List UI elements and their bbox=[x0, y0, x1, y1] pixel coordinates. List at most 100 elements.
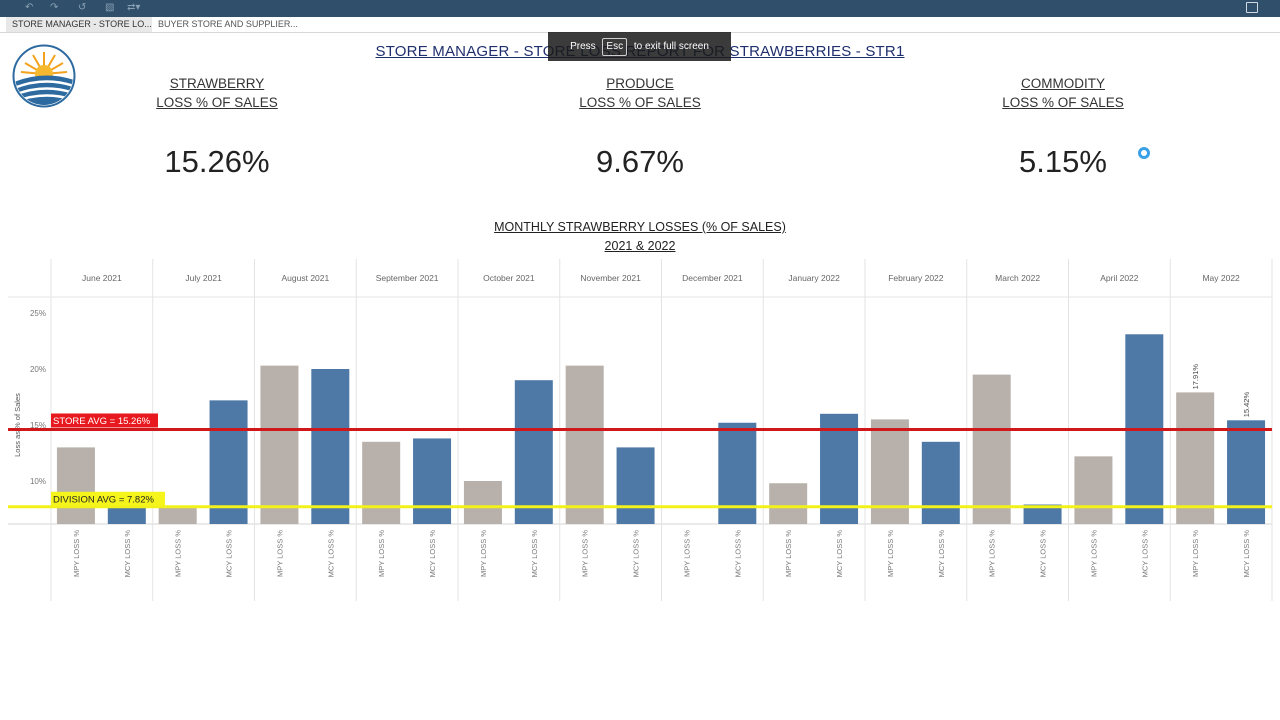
month-header: January 2022 bbox=[788, 273, 840, 283]
mouse-cursor-indicator bbox=[1138, 147, 1150, 159]
x-category-label: MCY LOSS % bbox=[530, 530, 539, 578]
x-category-label: MCY LOSS % bbox=[835, 530, 844, 578]
bar-mpy bbox=[972, 374, 1011, 524]
month-header: October 2021 bbox=[483, 273, 535, 283]
esc-key-badge: Esc bbox=[602, 38, 628, 56]
bar-mcy bbox=[209, 400, 248, 524]
x-category-label: MPY LOSS % bbox=[1191, 530, 1200, 577]
y-tick-label: 25% bbox=[30, 309, 46, 318]
x-category-label: MCY LOSS % bbox=[937, 530, 946, 578]
chart-title: MONTHLY STRAWBERRY LOSSES (% OF SALES) 2… bbox=[0, 218, 1280, 256]
x-category-label: MCY LOSS % bbox=[225, 530, 234, 578]
tab-buyer-store[interactable]: BUYER STORE AND SUPPLIER... bbox=[158, 19, 298, 29]
store-avg-label: STORE AVG = 15.26% bbox=[53, 416, 151, 427]
fullscreen-hint-rest: to exit full screen bbox=[633, 41, 709, 52]
bar-mpy bbox=[769, 483, 808, 524]
x-category-label: MCY LOSS % bbox=[428, 530, 437, 578]
x-category-label: MPY LOSS % bbox=[1089, 530, 1098, 577]
bar-mcy bbox=[107, 507, 146, 524]
kpi-produce-line1: PRODUCE bbox=[606, 76, 674, 91]
x-category-label: MPY LOSS % bbox=[581, 530, 590, 577]
division-avg-label-bg bbox=[51, 491, 165, 506]
bar-mpy bbox=[56, 447, 95, 524]
bar-mcy bbox=[921, 441, 960, 524]
x-category-label: MPY LOSS % bbox=[988, 530, 997, 577]
share-icon[interactable]: ⇄▾ bbox=[127, 2, 141, 13]
bar-mcy bbox=[413, 438, 452, 524]
x-category-label: MPY LOSS % bbox=[682, 530, 691, 577]
kpi-strawberry-title: STRAWBERRY LOSS % OF SALES bbox=[97, 74, 337, 112]
x-category-label: MCY LOSS % bbox=[1039, 530, 1048, 578]
kpi-commodity-line2: LOSS % OF SALES bbox=[1002, 95, 1124, 110]
y-axis-title: Loss as % of Sales bbox=[13, 393, 22, 457]
month-header: September 2021 bbox=[376, 273, 439, 283]
x-category-label: MPY LOSS % bbox=[377, 530, 386, 577]
x-category-label: MCY LOSS % bbox=[123, 530, 132, 578]
x-category-label: MPY LOSS % bbox=[174, 530, 183, 577]
bar-mcy bbox=[1227, 420, 1266, 524]
month-header: February 2022 bbox=[888, 273, 944, 283]
data-icon[interactable]: ▧ bbox=[105, 2, 115, 13]
redo-icon[interactable]: ↷ bbox=[50, 2, 59, 13]
bar-mpy bbox=[260, 365, 299, 524]
y-tick-label: 10% bbox=[30, 477, 46, 486]
kpi-produce-title: PRODUCE LOSS % OF SALES bbox=[520, 74, 760, 112]
y-tick-label: 20% bbox=[30, 365, 46, 374]
x-category-label: MPY LOSS % bbox=[72, 530, 81, 577]
bar-mpy bbox=[463, 481, 502, 524]
month-header: July 2021 bbox=[185, 273, 222, 283]
kpi-strawberry-value: 15.26% bbox=[164, 144, 270, 179]
bar-data-label: 15.42% bbox=[1242, 392, 1251, 418]
month-header: November 2021 bbox=[580, 273, 641, 283]
x-category-label: MPY LOSS % bbox=[784, 530, 793, 577]
monthly-losses-chart: 25% 20% 15% 10% Loss as % of Sales June 2021 M… bbox=[8, 259, 1273, 601]
kpi-strawberry-line2: LOSS % OF SALES bbox=[156, 95, 278, 110]
division-avg-label: DIVISION AVG = 7.82% bbox=[53, 494, 154, 505]
month-header: August 2021 bbox=[282, 273, 330, 283]
month-header: December 2021 bbox=[682, 273, 743, 283]
company-logo bbox=[12, 44, 76, 108]
x-category-label: MCY LOSS % bbox=[1242, 530, 1251, 578]
kpi-commodity-line1: COMMODITY bbox=[1021, 76, 1105, 91]
x-category-label: MCY LOSS % bbox=[326, 530, 335, 578]
kpi-produce-line2: LOSS % OF SALES bbox=[579, 95, 701, 110]
x-category-label: MPY LOSS % bbox=[886, 530, 895, 577]
month-header: April 2022 bbox=[1100, 273, 1139, 283]
bar-mcy bbox=[718, 422, 757, 524]
x-category-label: MPY LOSS % bbox=[479, 530, 488, 577]
month-header: May 2022 bbox=[1202, 273, 1240, 283]
bar-mpy bbox=[158, 505, 197, 524]
bar-mpy bbox=[362, 441, 401, 524]
fullscreen-hint: Press Esc to exit full screen bbox=[548, 32, 731, 61]
kpi-produce-value: 9.67% bbox=[596, 144, 684, 179]
bar-data-label: 17.91% bbox=[1191, 364, 1200, 390]
chart-title-line2: 2021 & 2022 bbox=[604, 239, 676, 253]
kpi-commodity-value: 5.15% bbox=[1019, 144, 1107, 179]
bar-mcy bbox=[514, 380, 553, 524]
bar-mcy bbox=[616, 447, 655, 524]
x-category-label: MCY LOSS % bbox=[1140, 530, 1149, 578]
bar-mcy bbox=[1023, 504, 1062, 524]
app-toolbar: ↶ ↷ ↺ ▧ ⇄▾ bbox=[0, 0, 1280, 17]
bar-mpy bbox=[565, 365, 604, 524]
revert-icon[interactable]: ↺ bbox=[78, 2, 87, 13]
bar-mpy bbox=[870, 419, 909, 524]
month-header: March 2022 bbox=[995, 273, 1040, 283]
chart-title-line1: MONTHLY STRAWBERRY LOSSES (% OF SALES) bbox=[494, 220, 786, 234]
sheet-tabs: STORE MANAGER - STORE LO... BUYER STORE … bbox=[0, 17, 1280, 33]
bar-mpy bbox=[1176, 392, 1215, 524]
bar-mpy bbox=[1074, 456, 1113, 524]
x-category-label: MCY LOSS % bbox=[733, 530, 742, 578]
store-avg-label-bg bbox=[51, 413, 158, 428]
fullscreen-icon[interactable] bbox=[1246, 2, 1258, 13]
y-tick-label: 15% bbox=[30, 421, 46, 430]
fullscreen-hint-press: Press bbox=[570, 41, 596, 52]
bar-mcy bbox=[311, 369, 350, 524]
x-category-label: MCY LOSS % bbox=[632, 530, 641, 578]
month-header: June 2021 bbox=[82, 273, 122, 283]
undo-icon[interactable]: ↶ bbox=[25, 2, 34, 13]
kpi-commodity-title: COMMODITY LOSS % OF SALES bbox=[943, 74, 1183, 112]
tab-store-manager[interactable]: STORE MANAGER - STORE LO... bbox=[6, 17, 152, 32]
x-category-label: MPY LOSS % bbox=[275, 530, 284, 577]
kpi-strawberry-line1: STRAWBERRY bbox=[169, 76, 265, 91]
